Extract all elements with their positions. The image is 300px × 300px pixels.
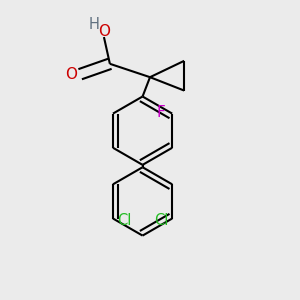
Text: H: H: [89, 17, 100, 32]
Text: F: F: [157, 105, 165, 120]
Text: Cl: Cl: [154, 213, 168, 228]
Text: Cl: Cl: [117, 213, 131, 228]
Text: O: O: [98, 24, 110, 39]
Text: O: O: [64, 67, 76, 82]
